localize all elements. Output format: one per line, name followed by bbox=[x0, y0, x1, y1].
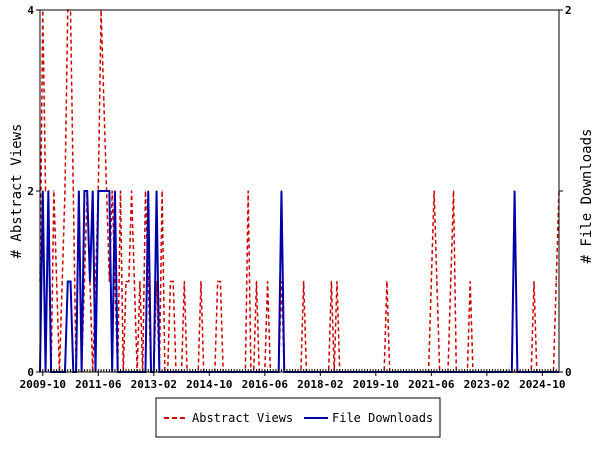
data-point bbox=[72, 190, 74, 192]
data-point bbox=[303, 280, 305, 283]
legend: Abstract Views File Downloads bbox=[155, 397, 441, 438]
data-point bbox=[144, 190, 147, 192]
data-point bbox=[42, 190, 44, 192]
x-tick-label: 2009-10 bbox=[20, 378, 66, 391]
data-point bbox=[61, 280, 63, 283]
data-point bbox=[183, 280, 185, 283]
data-point bbox=[114, 280, 116, 283]
data-point bbox=[280, 190, 283, 192]
y-left-tick-label: 4 bbox=[27, 4, 34, 17]
x-tick-label: 2023-02 bbox=[464, 378, 510, 391]
data-point bbox=[172, 280, 174, 283]
data-point bbox=[130, 190, 133, 192]
data-point bbox=[114, 190, 116, 192]
data-point bbox=[147, 280, 149, 283]
legend-label-abstract-views: Abstract Views bbox=[192, 411, 293, 425]
data-point bbox=[92, 190, 94, 192]
data-point bbox=[161, 190, 163, 192]
data-point bbox=[83, 190, 86, 192]
data-point bbox=[255, 280, 258, 283]
data-point bbox=[452, 190, 455, 192]
data-point bbox=[555, 280, 557, 283]
y-right-tick-label: 2 bbox=[565, 4, 572, 17]
data-point bbox=[125, 280, 127, 283]
data-point bbox=[469, 280, 471, 283]
series-line-file-downloads bbox=[39, 190, 559, 373]
data-point bbox=[69, 280, 72, 283]
data-point bbox=[155, 280, 158, 283]
data-point bbox=[155, 190, 158, 192]
data-point bbox=[89, 280, 91, 283]
data-point bbox=[147, 190, 149, 192]
data-point bbox=[83, 280, 86, 283]
data-point bbox=[266, 280, 269, 283]
x-tick-label: 2011-06 bbox=[75, 378, 122, 391]
y-axis-title-left: # Abstract Views bbox=[9, 124, 25, 259]
data-point bbox=[103, 99, 105, 102]
x-tick-label: 2014-10 bbox=[186, 378, 232, 391]
data-point bbox=[119, 190, 122, 192]
y-axis-title-right: # File Downloads bbox=[579, 129, 595, 264]
data-point bbox=[436, 280, 438, 283]
data-point bbox=[139, 280, 141, 283]
data-point bbox=[108, 280, 110, 283]
x-tick-label: 2016-06 bbox=[242, 378, 289, 391]
plot-area bbox=[39, 9, 560, 373]
x-tick-label: 2019-10 bbox=[353, 378, 399, 391]
data-point bbox=[533, 280, 535, 283]
data-point bbox=[100, 190, 102, 192]
data-point bbox=[108, 190, 110, 192]
data-point bbox=[97, 190, 99, 192]
y-left-tick-label: 0 bbox=[27, 366, 34, 379]
data-point bbox=[330, 280, 333, 283]
data-point bbox=[111, 190, 113, 192]
data-point bbox=[64, 190, 66, 192]
data-point bbox=[386, 280, 388, 283]
x-tick-label: 2018-02 bbox=[297, 378, 343, 391]
data-point bbox=[433, 190, 435, 192]
data-point bbox=[44, 190, 47, 192]
data-point bbox=[280, 280, 283, 283]
data-point bbox=[169, 280, 172, 283]
data-point bbox=[67, 280, 69, 283]
data-point bbox=[430, 280, 432, 283]
y-left-tick-label: 2 bbox=[27, 185, 34, 198]
data-point bbox=[450, 280, 452, 283]
x-tick-label: 2021-06 bbox=[408, 378, 455, 391]
data-point bbox=[56, 280, 58, 283]
legend-label-file-downloads: File Downloads bbox=[332, 411, 433, 425]
x-tick-label: 2024-10 bbox=[519, 378, 565, 391]
data-point bbox=[106, 190, 108, 192]
data-point bbox=[53, 190, 55, 192]
data-point bbox=[336, 280, 338, 283]
data-point bbox=[103, 190, 105, 192]
data-point bbox=[513, 190, 516, 192]
x-tick-label: 2013-02 bbox=[131, 378, 177, 391]
axes: 2009-10 2011-06 2013-02 2014-10 2016-06 2018-… bbox=[20, 4, 572, 391]
data-point bbox=[247, 190, 249, 192]
data-point bbox=[47, 190, 49, 192]
data-point bbox=[94, 280, 97, 283]
data-point bbox=[219, 280, 221, 283]
data-point bbox=[200, 280, 202, 283]
data-point bbox=[217, 280, 219, 283]
y-right-tick-label: 0 bbox=[565, 366, 572, 379]
data-point bbox=[128, 280, 130, 283]
legend-box bbox=[155, 397, 441, 438]
data-point bbox=[86, 190, 88, 192]
data-point bbox=[133, 280, 135, 283]
data-point bbox=[78, 190, 80, 192]
